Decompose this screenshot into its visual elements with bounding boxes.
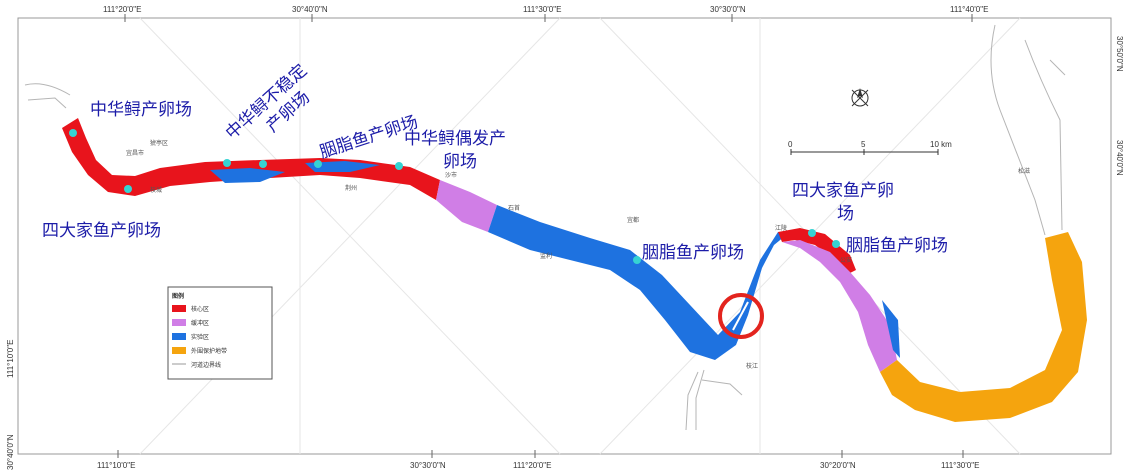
tick-top-4: 30°30'0"N <box>710 5 746 14</box>
experimental-zone-east <box>882 300 900 358</box>
tick-left-2: 30°40'0"N <box>6 434 15 470</box>
experimental-zone-west <box>210 168 285 183</box>
place-name: 监利 <box>540 252 552 260</box>
tick-bottom-5: 111°30'0"E <box>941 461 979 470</box>
spawn-dot <box>69 129 77 137</box>
highlight-circle-marker <box>718 293 764 339</box>
buffer-zone-2 <box>782 240 897 372</box>
label-paddlefish-east: 胭脂鱼产卵场 <box>846 236 948 256</box>
highlight-inner-line <box>732 301 749 331</box>
north-arrow-icon <box>851 88 869 107</box>
place-name: 江陵 <box>775 224 787 232</box>
scale-label-10: 10 km <box>930 140 952 149</box>
label-four-carps-east-2: 场 <box>837 204 854 224</box>
place-name: 宜昌市 <box>126 149 144 157</box>
background-lines <box>139 17 1021 455</box>
label-paddlefish-central: 胭脂鱼产卵场 <box>642 243 744 263</box>
label-sturgeon-occasional-1: 中华鲟偶发产 <box>404 129 506 149</box>
legend-item-boundary: 河道边界线 <box>191 361 221 369</box>
spawn-dot <box>633 256 641 264</box>
tick-top-5: 111°40'0"E <box>950 5 988 14</box>
spawn-dot <box>832 240 840 248</box>
place-name: 枝江 <box>746 362 758 370</box>
place-name: 松滋 <box>1018 167 1030 175</box>
frame-ticks <box>117 14 973 458</box>
label-four-carps-east-1: 四大家鱼产卵 <box>792 181 894 201</box>
place-name: 石首 <box>508 204 520 212</box>
tick-top-2: 30°40'0"N <box>292 5 328 14</box>
tick-bottom-3: 111°20'0"E <box>513 461 551 470</box>
tick-bottom-1: 111°10'0"E <box>97 461 135 470</box>
legend-title: 图例 <box>172 292 184 300</box>
legend-item-buffer: 缓冲区 <box>191 319 209 327</box>
legend-item-external: 外围保护地带 <box>191 347 227 355</box>
place-name: 公安 <box>840 256 852 264</box>
place-name: 沙市 <box>445 171 457 179</box>
legend-item-experimental: 实验区 <box>191 333 209 341</box>
tick-left-1: 111°10'0"E <box>6 340 15 378</box>
label-sturgeon-spawning: 中华鲟产卵场 <box>90 100 192 120</box>
legend-item-core: 核心区 <box>191 305 209 313</box>
core-zone-west <box>62 118 440 200</box>
spawn-dot <box>314 160 322 168</box>
core-zone-east <box>778 228 856 274</box>
spawn-dot <box>223 159 231 167</box>
external-protection-zone <box>880 232 1087 422</box>
place-name: 荆州 <box>345 184 357 192</box>
river-boundary-lines <box>24 24 1066 431</box>
scale-label-0: 0 <box>788 140 793 149</box>
tick-bottom-4: 30°20'0"N <box>820 461 856 470</box>
spawn-dot <box>395 162 403 170</box>
spawn-dot <box>808 229 816 237</box>
tick-bottom-2: 30°30'0"N <box>410 461 446 470</box>
spawn-dot <box>259 160 267 168</box>
place-name: 宜都 <box>627 216 639 224</box>
spawning-site-markers <box>69 129 840 264</box>
tick-top-1: 111°20'0"E <box>103 5 141 14</box>
scale-label-5: 5 <box>861 140 866 149</box>
spawn-dot <box>124 185 132 193</box>
tick-right-2: 30°40'0"N <box>1115 140 1124 176</box>
experimental-zone-west-2 <box>305 161 380 172</box>
place-name: 猇亭区 <box>150 139 168 147</box>
legend: 图例 核心区 缓冲区 实验区 外围保护地带 河道边界线 <box>167 286 273 380</box>
tick-right-1: 30°50'0"N <box>1115 36 1124 72</box>
tick-top-3: 111°30'0"E <box>523 5 561 14</box>
scale-bar: 0 5 10 km <box>788 140 952 155</box>
label-sturgeon-occasional-2: 卵场 <box>443 152 477 172</box>
label-four-carps-west: 四大家鱼产卵场 <box>42 221 161 241</box>
place-name: 枝城 <box>150 186 162 194</box>
experimental-zone-central <box>488 205 790 360</box>
buffer-zone-1 <box>436 180 497 232</box>
